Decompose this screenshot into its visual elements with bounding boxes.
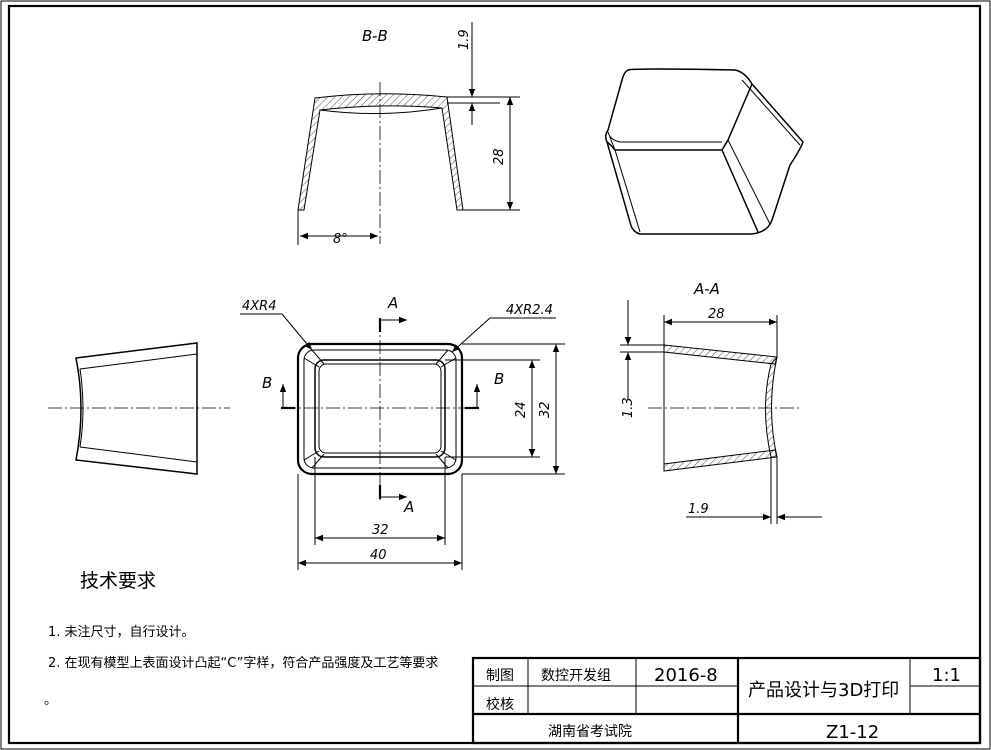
title-block-draw-label: 制图 — [486, 668, 514, 684]
isometric-view — [604, 68, 804, 235]
title-block-date: 2016-8 — [654, 665, 718, 686]
title-block-check-label: 校核 — [486, 696, 514, 713]
section-bb-shell — [297, 93, 464, 211]
dim-text-1-9-right: 1.9 — [688, 502, 709, 517]
top-view: 4XR4 4XR2.4 A A B B 24 32 32 — [240, 294, 565, 570]
dim-text-28: 28 — [492, 148, 507, 165]
side-view — [48, 342, 230, 475]
requirements-title: 技术要求 — [80, 570, 156, 592]
requirement-item-1: 1. 未注尺寸，自行设计。 — [48, 625, 195, 640]
dim-text-1-9-top: 1.9 — [457, 29, 472, 50]
requirement-item-2: 2. 在现有模型上表面设计凸起“C”字样，符合产品强度及工艺等要求 — [48, 655, 438, 671]
dim-text-8deg: 8° — [333, 232, 348, 247]
title-block-designer: 数控开发组 — [541, 668, 611, 684]
radius-label-outer: 4XR4 — [242, 299, 276, 314]
requirement-item-3: 。 — [44, 693, 57, 708]
dim-text-40: 40 — [370, 548, 387, 563]
cut-b-right-label: B — [494, 370, 504, 388]
section-aa-title: A-A — [693, 280, 720, 298]
dim-text-aa-28: 28 — [708, 307, 725, 322]
cut-b-left-label: B — [262, 374, 272, 392]
top-view-outer-outline — [296, 342, 464, 476]
cut-a-bottom-label: A — [403, 498, 414, 516]
cut-a-top-label: A — [387, 294, 398, 312]
dim-text-1-3: 1.3 — [621, 397, 636, 418]
radius-label-inner: 4XR2.4 — [506, 303, 553, 318]
dim-text-24: 24 — [514, 401, 529, 418]
section-bb-view: B-B 28 1.9 8° — [297, 22, 520, 247]
title-block-scale: 1:1 — [932, 665, 961, 686]
section-aa-view: A-A 28 1.3 1.9 — [620, 280, 822, 524]
dim-text-32-vertical: 32 — [538, 401, 553, 418]
top-view-inner-opening — [314, 359, 446, 458]
title-block-drawing-number: Z1-12 — [826, 722, 879, 743]
title-block-product-name: 产品设计与3D打印 — [748, 680, 899, 701]
dim-text-32-horizontal: 32 — [372, 523, 389, 538]
title-block-institution: 湖南省考试院 — [548, 724, 632, 740]
title-block: 制图 校核 数控开发组 2016-8 产品设计与3D打印 1:1 湖南省考试院 … — [471, 656, 982, 745]
technical-requirements: 技术要求 1. 未注尺寸，自行设计。 2. 在现有模型上表面设计凸起“C”字样，… — [44, 570, 438, 708]
section-bb-title: B-B — [362, 27, 388, 45]
